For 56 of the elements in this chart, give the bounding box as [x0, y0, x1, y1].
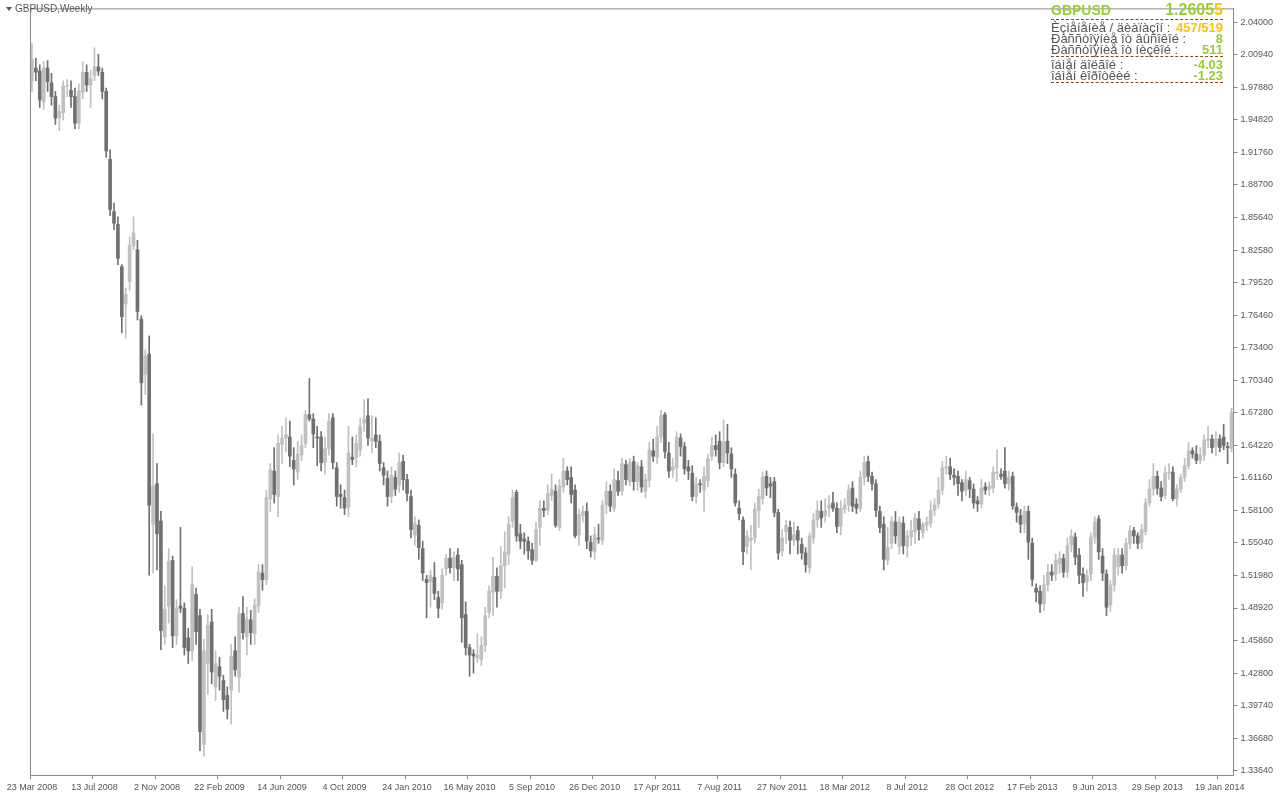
candlestick: [370, 415, 374, 454]
candlestick: [827, 495, 831, 518]
y-tick-label: 1.76460: [1240, 309, 1274, 320]
y-tick-label: 2.00940: [1240, 49, 1274, 60]
candlestick: [792, 521, 796, 546]
y-tick-label: 1.79520: [1240, 277, 1274, 288]
x-tick-label: 28 Oct 2012: [945, 782, 995, 793]
candlestick: [123, 287, 128, 339]
candlestick: [1049, 564, 1054, 581]
x-tick-label: 27 Nov 2011: [756, 782, 808, 793]
y-tick-label: 1.58100: [1240, 504, 1274, 515]
y-tick-label: 1.42800: [1240, 667, 1274, 678]
x-tick-label: 9 Jun 2013: [1072, 782, 1118, 793]
x-tick-label: 13 Jul 2008: [71, 782, 118, 793]
candlestick: [819, 500, 824, 528]
y-tick-label: 1.51980: [1240, 569, 1274, 580]
x-tick-label: 7 Aug 2011: [697, 782, 743, 793]
x-tick-label: 8 Jul 2012: [886, 782, 928, 793]
candlestick: [698, 479, 702, 493]
x-tick-label: 26 Dec 2010: [569, 782, 621, 793]
y-tick-label: 1.88700: [1240, 179, 1274, 190]
x-tick-label: 24 Jan 2010: [382, 782, 432, 793]
candlestick: [541, 500, 546, 518]
annotation: 1.26055: [1165, 1, 1223, 18]
y-tick-label: 1.94820: [1240, 114, 1274, 125]
y-tick-label: 1.85640: [1240, 211, 1274, 222]
x-tick-label: 29 Sep 2013: [1131, 782, 1183, 793]
y-tick-label: 1.39740: [1240, 700, 1274, 711]
x-tick-label: 14 Jun 2009: [257, 782, 307, 793]
x-tick-label: 23 Mar 2008: [6, 782, 58, 793]
x-tick-label: 4 Oct 2009: [322, 782, 367, 793]
y-tick-label: 1.82580: [1240, 244, 1274, 255]
y-tick-label: 1.64220: [1240, 439, 1274, 450]
y-tick-label: 1.67280: [1240, 407, 1274, 418]
annotation: GBPUSD: [1051, 2, 1111, 18]
y-tick-label: 1.33640: [1240, 765, 1274, 775]
y-tick-label: 1.55040: [1240, 537, 1274, 548]
y-tick-label: 2.04000: [1240, 16, 1274, 27]
y-tick-label: 1.91760: [1240, 146, 1274, 157]
y-tick-label: 1.36680: [1240, 732, 1274, 743]
x-tick-label: 2 Nov 2008: [133, 782, 181, 793]
y-tick-label: 1.97880: [1240, 81, 1274, 92]
x-tick-label: 5 Sep 2010: [509, 782, 556, 793]
y-tick-label: 1.70340: [1240, 374, 1274, 385]
x-tick-label: 17 Apr 2011: [633, 782, 682, 793]
y-tick-label: 1.73400: [1240, 342, 1274, 353]
x-tick-label: 16 May 2010: [443, 782, 496, 793]
y-tick-label: 1.45860: [1240, 635, 1274, 646]
chart-title: GBPUSD,Weekly: [15, 3, 93, 14]
x-tick-label: 18 Mar 2012: [819, 782, 870, 793]
x-tick-label: 19 Jan 2014: [1195, 782, 1245, 793]
x-tick-label: 22 Feb 2009: [194, 782, 245, 793]
candlestick: [823, 498, 827, 523]
y-tick-label: 1.48920: [1240, 602, 1274, 613]
x-tick-label: 17 Feb 2013: [1006, 782, 1058, 793]
y-tick-label: 1.61160: [1240, 472, 1273, 483]
